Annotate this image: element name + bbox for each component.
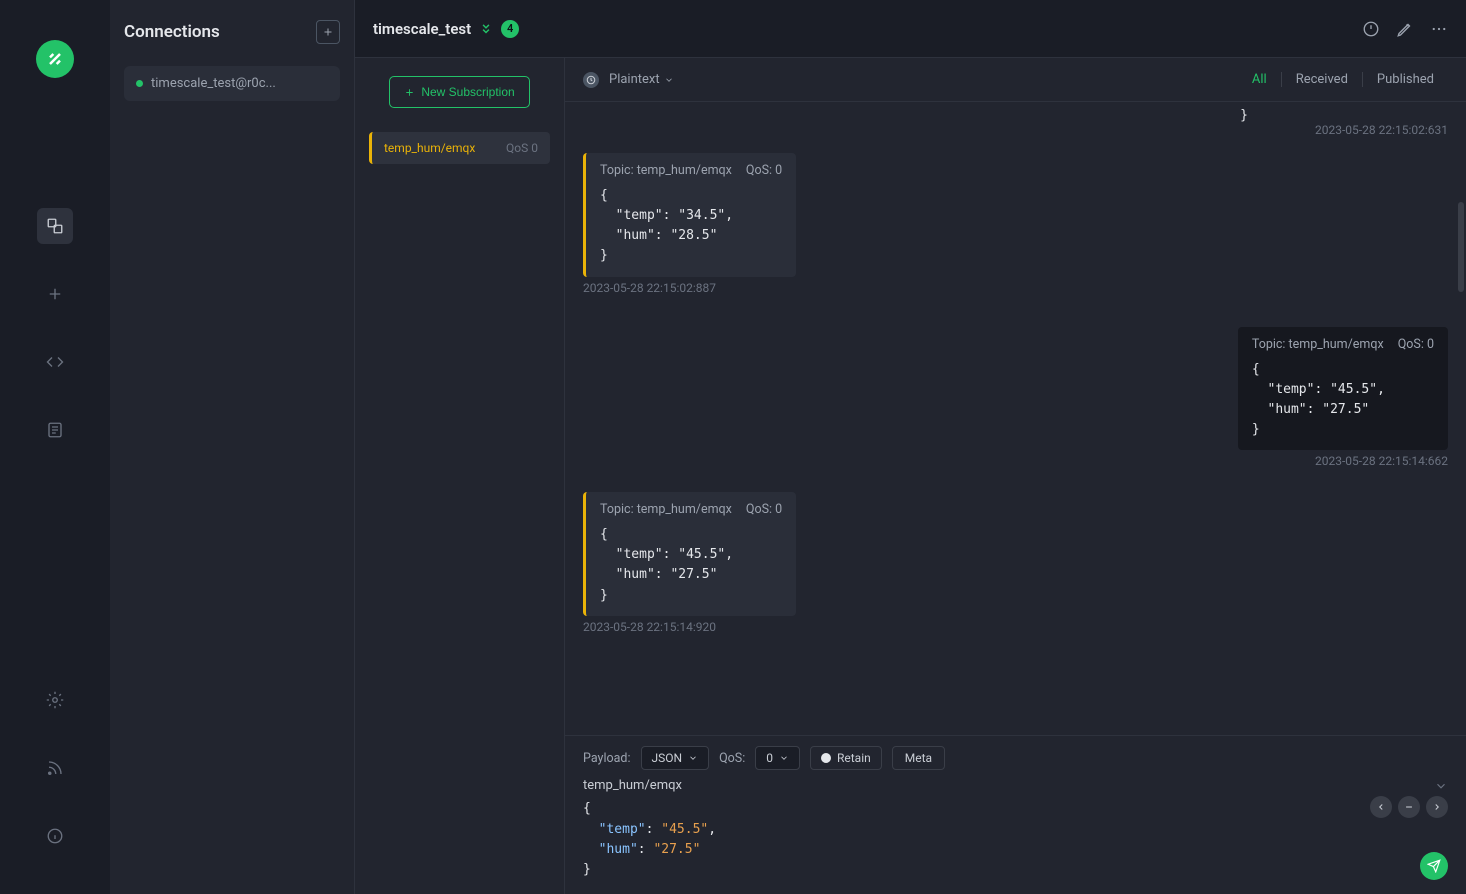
- message-topic: Topic: temp_hum/emqx: [1252, 337, 1384, 352]
- nav-feed-icon[interactable]: [37, 750, 73, 786]
- nav-script-icon[interactable]: [37, 344, 73, 380]
- subscription-qos: QoS 0: [506, 141, 538, 155]
- composer-topic[interactable]: temp_hum/emqx: [583, 778, 682, 793]
- payload-format-value: JSON: [652, 751, 683, 765]
- connections-title: Connections: [124, 22, 220, 42]
- subscriptions-panel: New Subscription temp_hum/emqx QoS 0: [355, 58, 565, 894]
- topic-expand-icon[interactable]: [1434, 779, 1448, 793]
- new-subscription-button[interactable]: New Subscription: [389, 76, 529, 108]
- message-card[interactable]: Topic: temp_hum/emqx QoS: 0 { "temp": "4…: [583, 492, 796, 616]
- nav-new-icon[interactable]: [37, 276, 73, 312]
- history-prev-button[interactable]: [1370, 796, 1392, 818]
- nav-log-icon[interactable]: [37, 412, 73, 448]
- send-button[interactable]: [1420, 852, 1448, 880]
- message-body: { "temp": "45.5", "hum": "27.5" }: [600, 525, 782, 606]
- collapse-icon[interactable]: [479, 22, 493, 36]
- new-subscription-label: New Subscription: [421, 85, 514, 99]
- message-body: { "temp": "45.5", "hum": "27.5" }: [1252, 360, 1434, 441]
- app-logo: [36, 40, 74, 78]
- nav-connections-icon[interactable]: [37, 208, 73, 244]
- message-qos: QoS: 0: [1398, 337, 1434, 352]
- qos-value: 0: [766, 751, 773, 765]
- message-card[interactable]: Topic: temp_hum/emqx QoS: 0 { "temp": "3…: [583, 153, 796, 277]
- message-qos: QoS: 0: [746, 163, 782, 178]
- messages-list: } 2023-05-28 22:15:02:631 Topic: temp_hu…: [565, 102, 1466, 735]
- message-count-badge: 4: [501, 20, 519, 38]
- message-fragment: }: [583, 108, 1248, 123]
- message-timestamp: 2023-05-28 22:15:14:662: [1238, 454, 1448, 468]
- tab-published[interactable]: Published: [1362, 72, 1448, 87]
- message-row: Topic: temp_hum/emqx QoS: 0 { "temp": "3…: [583, 153, 1448, 295]
- nav-settings-icon[interactable]: [37, 682, 73, 718]
- subscription-topic: temp_hum/emqx: [384, 141, 475, 155]
- history-clear-button[interactable]: [1398, 796, 1420, 818]
- connection-item[interactable]: timescale_test@r0c...: [124, 66, 340, 101]
- meta-button[interactable]: Meta: [892, 746, 945, 770]
- message-topic: Topic: temp_hum/emqx: [600, 163, 732, 178]
- connection-topbar: timescale_test 4: [355, 0, 1466, 58]
- message-body: { "temp": "34.5", "hum": "28.5" }: [600, 186, 782, 267]
- tab-received[interactable]: Received: [1281, 72, 1362, 87]
- qos-select[interactable]: 0: [755, 746, 800, 770]
- main-panel: Plaintext All Received Published } 2023-…: [565, 58, 1466, 894]
- edit-icon[interactable]: [1396, 20, 1414, 38]
- composer: Payload: JSON QoS: 0 Retain Meta: [565, 735, 1466, 894]
- payload-format-select[interactable]: JSON: [641, 746, 710, 770]
- retain-dot-icon: [821, 753, 831, 763]
- message-card[interactable]: Topic: temp_hum/emqx QoS: 0 { "temp": "4…: [1238, 327, 1448, 451]
- message-timestamp: 2023-05-28 22:15:02:631: [583, 123, 1448, 137]
- retain-toggle[interactable]: Retain: [810, 746, 882, 770]
- connection-item-label: timescale_test@r0c...: [151, 76, 276, 91]
- connections-panel: Connections timescale_test@r0c...: [110, 0, 355, 894]
- format-selector[interactable]: Plaintext: [609, 72, 674, 87]
- connection-name: timescale_test: [373, 20, 471, 38]
- clock-icon: [583, 72, 599, 88]
- subscription-item[interactable]: temp_hum/emqx QoS 0: [369, 132, 550, 164]
- more-icon[interactable]: [1430, 20, 1448, 38]
- add-connection-button[interactable]: [316, 20, 340, 44]
- payload-editor[interactable]: { "temp": "45.5", "hum": "27.5" }: [583, 799, 1448, 880]
- tab-all[interactable]: All: [1238, 72, 1281, 87]
- message-timestamp: 2023-05-28 22:15:02:887: [583, 281, 796, 295]
- left-rail: [0, 0, 110, 894]
- filter-bar: Plaintext All Received Published: [565, 58, 1466, 102]
- message-qos: QoS: 0: [746, 502, 782, 517]
- scrollbar[interactable]: [1458, 202, 1464, 292]
- message-row: Topic: temp_hum/emqx QoS: 0 { "temp": "4…: [583, 492, 1448, 634]
- status-dot-icon: [136, 80, 143, 87]
- history-next-button[interactable]: [1426, 796, 1448, 818]
- message-topic: Topic: temp_hum/emqx: [600, 502, 732, 517]
- disconnect-icon[interactable]: [1362, 20, 1380, 38]
- payload-label: Payload:: [583, 751, 631, 766]
- message-row: Topic: temp_hum/emqx QoS: 0 { "temp": "4…: [583, 327, 1448, 469]
- format-label: Plaintext: [609, 72, 660, 87]
- nav-info-icon[interactable]: [37, 818, 73, 854]
- message-timestamp: 2023-05-28 22:15:14:920: [583, 620, 796, 634]
- qos-label: QoS:: [719, 751, 745, 766]
- retain-label: Retain: [837, 751, 871, 765]
